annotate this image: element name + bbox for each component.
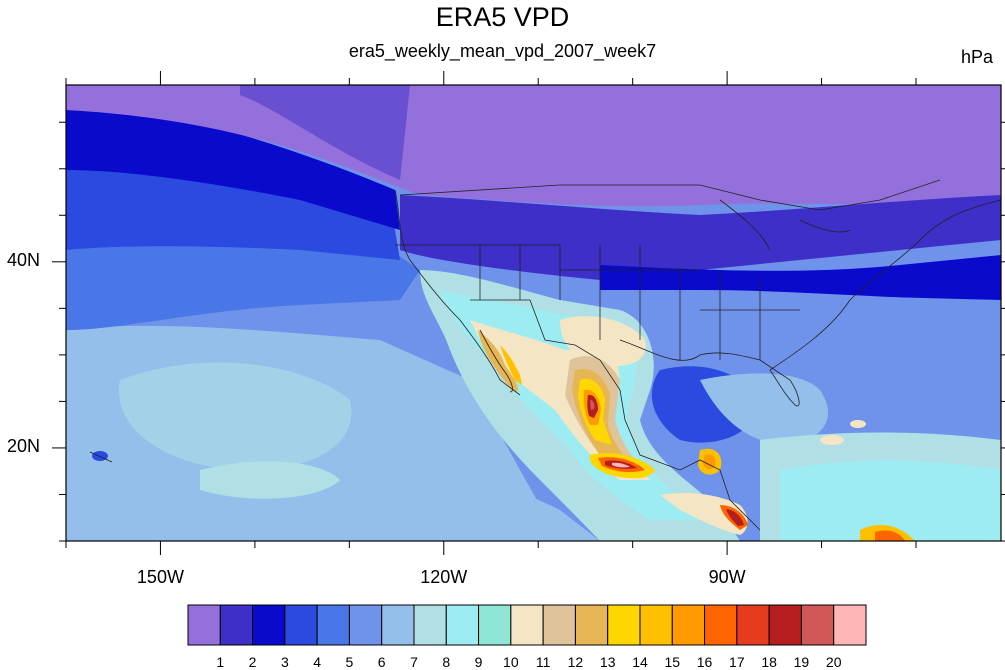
colorbar-swatch <box>413 604 447 646</box>
colorbar-swatch <box>607 604 641 646</box>
vpd-field <box>66 85 1001 541</box>
colorbar-swatch <box>800 604 835 646</box>
colorbar-tick-label: 17 <box>729 654 745 670</box>
colorbar-tick-label: 7 <box>410 654 418 670</box>
colorbar-swatch <box>542 604 576 646</box>
colorbar-tick-label: 1 <box>216 654 225 670</box>
colorbar-tick-label: 6 <box>377 654 386 670</box>
colorbar-tick-label: 2 <box>248 654 257 670</box>
lat-tick-label: 20N <box>6 435 40 456</box>
colorbar-swatch <box>219 604 254 646</box>
figure-subtitle: era5_weekly_mean_vpd_2007_week7 <box>348 41 657 61</box>
lat-tick-label: 40N <box>6 249 40 270</box>
colorbar-tick-label: 8 <box>442 654 451 670</box>
colorbar-tick-label: 15 <box>664 654 681 670</box>
colorbar-swatch <box>187 604 221 646</box>
colorbar-swatch <box>316 604 350 646</box>
colorbar-tick-label: 19 <box>793 654 810 670</box>
colorbar-tick-label: 5 <box>345 654 354 670</box>
colorbar-tick-label: 11 <box>535 654 551 670</box>
colorbar-swatch <box>639 604 673 646</box>
colorbar-swatch <box>574 604 609 646</box>
colorbar-swatch <box>833 604 867 646</box>
colorbar-swatch <box>445 604 480 646</box>
colorbar-tick-label: 14 <box>632 654 648 670</box>
colorbar-swatch <box>671 604 706 646</box>
colorbar-swatch <box>768 604 802 646</box>
colorbar-swatch <box>478 604 512 646</box>
colorbar-swatch <box>736 604 770 646</box>
colorbar-tick-label: 20 <box>825 654 842 670</box>
colorbar-tick-label: 3 <box>280 654 289 670</box>
colorbar-tick-label: 10 <box>503 654 519 670</box>
colorbar-tick-label: 18 <box>761 654 777 670</box>
colorbar-tick-label: 16 <box>696 654 713 670</box>
colorbar-tick-label: 4 <box>313 654 322 670</box>
lon-tick-label: 150W <box>136 567 184 587</box>
colorbar-tick-label: 13 <box>599 654 616 670</box>
colorbar-tick-label: 12 <box>567 654 584 670</box>
units-label: hPa <box>960 47 993 67</box>
figure-title: ERA5 VPD <box>435 2 570 32</box>
colorbar-swatch <box>252 604 286 646</box>
colorbar-swatch <box>381 604 415 646</box>
map-frame <box>65 84 1002 542</box>
coastlines <box>89 179 1001 531</box>
lon-tick-label: 90W <box>708 567 746 587</box>
axis-ticks <box>52 71 1005 555</box>
colorbar-swatch <box>284 604 318 646</box>
lon-tick-label: 120W <box>420 567 468 587</box>
colorbar-swatch <box>510 604 544 646</box>
colorbar-swatch <box>704 604 738 646</box>
colorbar-swatch <box>348 604 383 646</box>
colorbar-tick-label: 9 <box>474 654 483 670</box>
